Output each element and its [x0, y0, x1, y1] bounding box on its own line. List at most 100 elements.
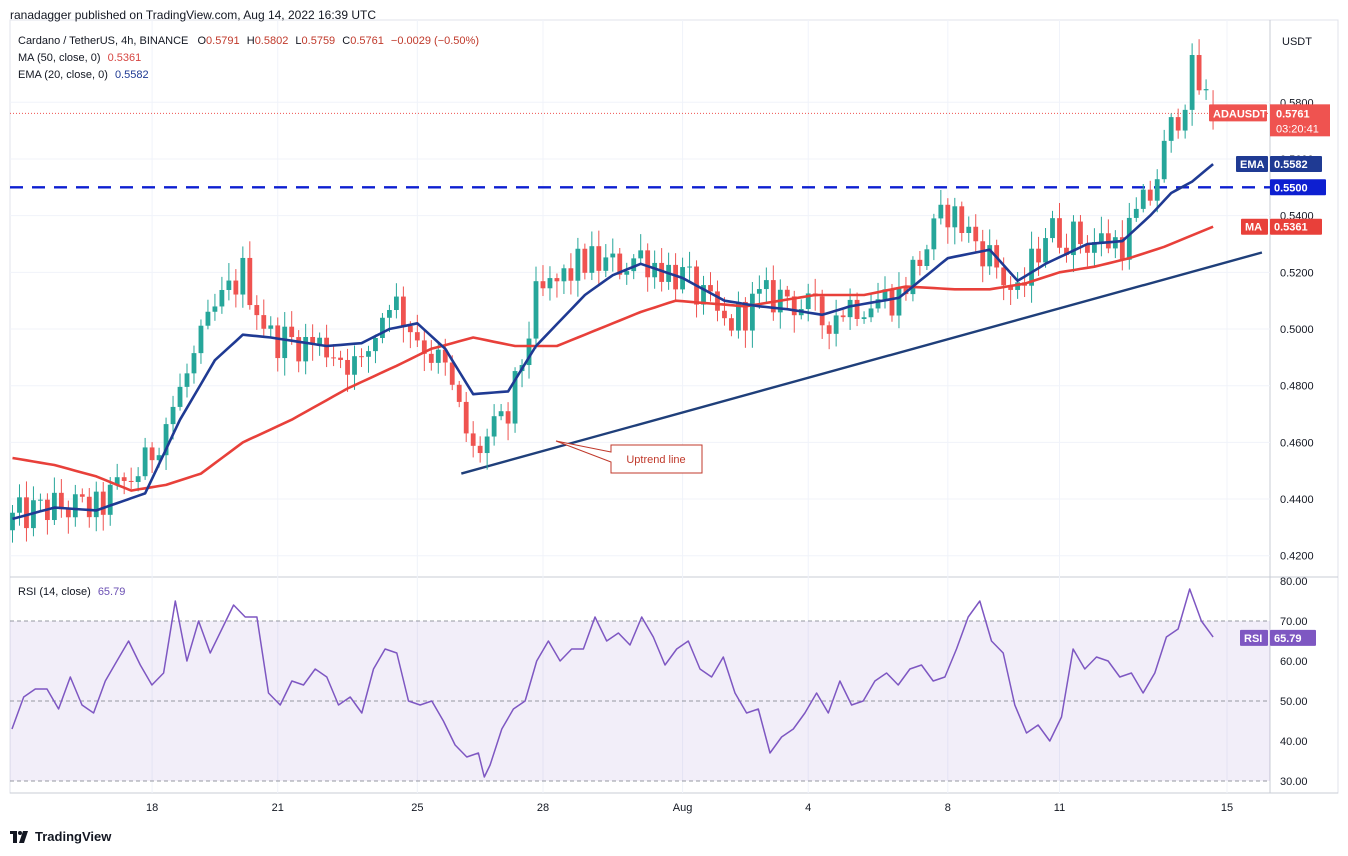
candle-up — [72, 494, 78, 518]
candle-up — [1161, 140, 1167, 180]
candle-up — [512, 371, 518, 424]
price-tick-label: 0.4200 — [1280, 551, 1314, 563]
candle-up — [575, 248, 581, 281]
candle-down — [359, 356, 364, 358]
rsi-line — [11, 588, 1214, 778]
candle-down — [79, 494, 85, 497]
candle-up — [163, 424, 169, 456]
candle-down — [722, 310, 727, 319]
candle-down — [289, 326, 295, 338]
tradingview-logo[interactable]: TradingView — [10, 829, 111, 844]
candle-down — [596, 246, 602, 271]
candle-up — [547, 278, 553, 289]
candle-up — [282, 326, 288, 359]
candle-down — [310, 336, 316, 345]
candle-up — [847, 299, 853, 318]
candle-up — [624, 271, 630, 275]
candle-down — [58, 492, 64, 510]
candle-up — [910, 259, 916, 295]
price-tick-label: 0.4800 — [1280, 381, 1314, 393]
candle-up — [205, 311, 211, 326]
candle-up — [1189, 55, 1195, 110]
rsi-tick-label: 70.00 — [1280, 616, 1308, 628]
rsi-tick-label: 40.00 — [1280, 736, 1308, 748]
candle-down — [275, 325, 281, 359]
candle-up — [938, 204, 944, 219]
candle-down — [338, 357, 343, 360]
time-tick-label: 4 — [805, 802, 811, 814]
candle-down — [1001, 267, 1007, 286]
candle-down — [24, 497, 29, 529]
candle-down — [819, 296, 825, 326]
rsi-path — [11, 588, 1214, 778]
candle-down — [100, 491, 106, 515]
candle-up — [1182, 109, 1188, 131]
candle-down — [296, 337, 302, 362]
candle-up — [317, 337, 323, 345]
candle-down — [1196, 55, 1202, 91]
candle-down — [1064, 247, 1069, 256]
candle-down — [791, 296, 797, 316]
candle-up — [226, 280, 232, 290]
legend-low: L0.5759 — [295, 35, 336, 47]
candle-down — [554, 278, 560, 282]
candle-up — [352, 356, 357, 375]
candle-up — [491, 416, 497, 437]
candle-down — [421, 340, 427, 354]
candle-up — [373, 337, 378, 352]
candle-up — [756, 289, 762, 294]
symbol-tag-badge-text: ADAUSDT — [1213, 108, 1267, 120]
ema-tag-badge-bg — [1236, 156, 1268, 173]
ema-20-line — [12, 163, 1214, 521]
candle-up — [387, 310, 392, 318]
symbol-tag-badge-bg — [1209, 104, 1267, 122]
candle-up — [736, 301, 741, 331]
price-tick-label: 0.4400 — [1280, 494, 1314, 506]
candle-down — [1119, 237, 1125, 260]
tradingview-brand: TradingView — [35, 829, 112, 844]
level-value-badge-text: 0.5500 — [1274, 182, 1308, 194]
candle-down — [673, 264, 678, 290]
candle-up — [394, 296, 399, 311]
ema-value-badge-bg — [1270, 156, 1322, 173]
candle-up — [1140, 189, 1146, 209]
rsi-band — [10, 620, 1270, 782]
candle-up — [1092, 242, 1097, 253]
candle-down — [854, 299, 860, 319]
candle-up — [875, 299, 881, 309]
uptrend-callout: Uptrend line — [555, 440, 703, 474]
candle-down — [463, 401, 469, 434]
candle-up — [240, 257, 246, 295]
candle-down — [770, 280, 776, 313]
legend-rsi-value: 65.79 — [97, 586, 126, 598]
candle-up — [212, 306, 218, 312]
legend-ma-value: 0.5361 — [107, 52, 142, 64]
candle-up — [763, 280, 769, 290]
candle-up — [17, 497, 22, 513]
candle-down — [980, 241, 986, 267]
rsi-tag-badge-bg — [1240, 629, 1268, 646]
price-tick-label: 0.4600 — [1280, 437, 1314, 449]
candle-down — [442, 349, 448, 363]
candle-up — [184, 373, 190, 387]
time-tick-label: 28 — [537, 802, 549, 814]
time-tick-label: 15 — [1221, 802, 1233, 814]
candle-up — [533, 281, 539, 339]
candle-down — [121, 477, 127, 481]
callout-box — [555, 440, 703, 474]
candle-up — [526, 338, 532, 366]
candle-up — [107, 484, 113, 515]
candle-up — [861, 317, 867, 319]
candle-down — [1147, 189, 1153, 201]
candle-down — [715, 291, 720, 311]
candle-down — [233, 280, 239, 295]
candle-down — [331, 357, 336, 359]
candle-down — [1057, 218, 1062, 248]
candle-up — [142, 447, 148, 477]
grid — [9, 19, 1339, 794]
price-badge-countdown: 03:20:41 — [1276, 123, 1319, 135]
candle-up — [952, 206, 958, 228]
legend-symbol-line: Cardano / TetherUS, 4h, BINANCE O0.5791 … — [18, 35, 479, 47]
legend-symbol: Cardano / TetherUS, 4h, BINANCE — [18, 35, 189, 47]
